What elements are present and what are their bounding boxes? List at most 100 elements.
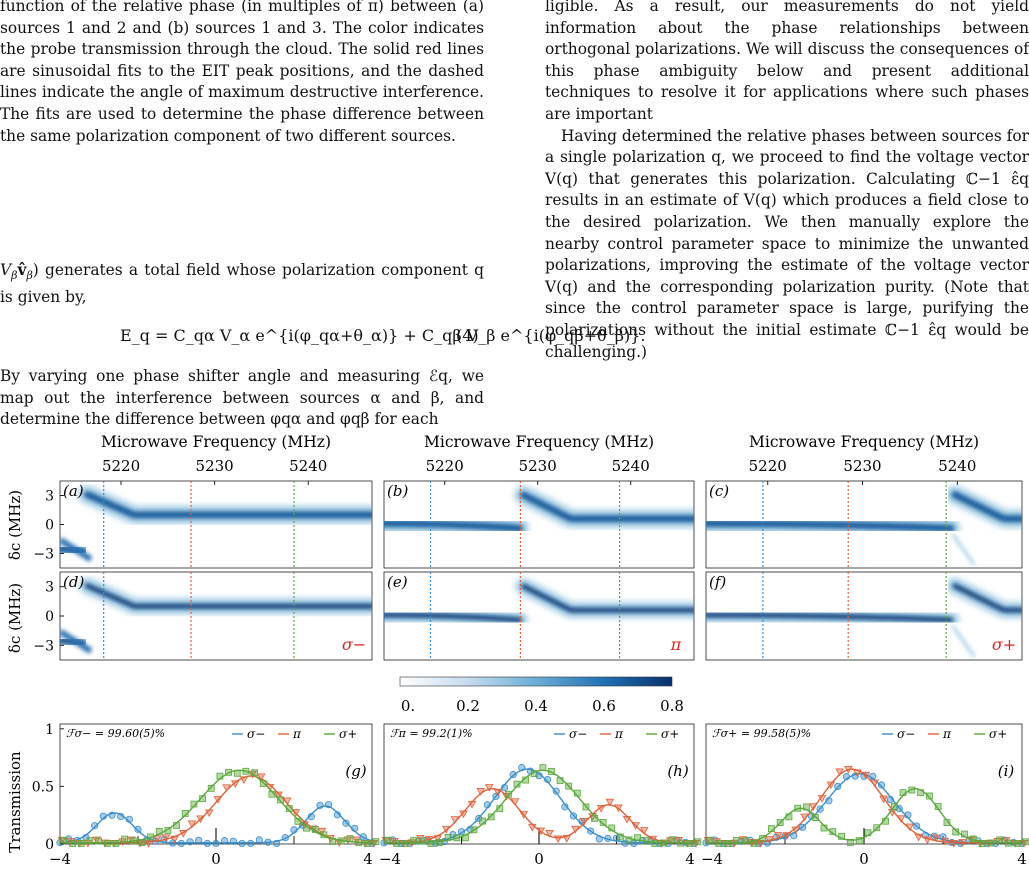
data-point — [826, 781, 836, 790]
data-point — [677, 839, 685, 847]
data-point — [923, 836, 932, 845]
data-point — [112, 839, 120, 847]
data-point — [579, 817, 589, 826]
data-point — [873, 824, 881, 832]
data-point — [604, 834, 612, 843]
transmission-ylabel: Transmission — [6, 751, 24, 853]
data-point — [467, 800, 477, 809]
data-point — [222, 784, 231, 792]
data-point — [108, 811, 116, 819]
data-point — [569, 812, 578, 820]
eit-band — [706, 612, 954, 623]
data-point — [196, 815, 205, 824]
symbol-v: V — [0, 261, 12, 279]
fit-curve-π — [706, 768, 1022, 844]
data-point — [1022, 838, 1029, 846]
panel-label: (h) — [667, 762, 689, 780]
fidelity-label: ℱπ = 99.2(1)% — [390, 727, 473, 740]
data-point — [587, 827, 595, 835]
data-point — [268, 790, 276, 798]
data-point — [756, 840, 765, 848]
x-tick: 4 — [363, 850, 373, 868]
data-point — [759, 835, 767, 842]
data-point — [715, 840, 723, 847]
data-point — [855, 837, 863, 844]
data-point — [528, 823, 537, 832]
data-point — [608, 824, 616, 832]
data-point — [484, 784, 494, 792]
data-point — [987, 839, 995, 847]
data-point — [470, 826, 478, 834]
y-tick: 0.5 — [32, 779, 54, 795]
data-point — [518, 764, 526, 772]
data-point — [809, 803, 818, 811]
data-point — [229, 837, 237, 845]
data-point — [401, 840, 409, 847]
eit-band-secondary — [60, 629, 93, 654]
data-point — [103, 840, 111, 847]
y-tick: 1 — [45, 722, 54, 738]
data-point — [820, 824, 828, 832]
data-point — [247, 839, 255, 848]
data-point — [548, 768, 555, 775]
data-point — [475, 814, 483, 823]
eit-band — [384, 612, 523, 623]
x-tick: −4 — [379, 850, 401, 868]
data-point — [838, 832, 846, 840]
data-point — [255, 836, 263, 844]
data-point — [510, 798, 520, 806]
data-point — [207, 784, 215, 792]
legend-entry: σ− — [569, 727, 587, 741]
data-point — [99, 812, 107, 820]
data-point — [869, 772, 877, 780]
left-column-2: By varying one phase shifter angle and m… — [0, 366, 484, 431]
data-point — [282, 797, 292, 806]
data-point — [782, 832, 792, 840]
data-point — [565, 782, 573, 790]
data-point — [614, 804, 623, 813]
data-point — [949, 840, 959, 848]
colorbar-tick: 0.6 — [592, 697, 616, 715]
data-point — [281, 834, 289, 842]
data-point — [917, 789, 925, 797]
data-point — [803, 803, 810, 811]
data-point — [958, 839, 967, 847]
data-point — [978, 840, 986, 847]
data-point — [238, 839, 246, 848]
data-point — [732, 837, 740, 844]
panel-label: (e) — [387, 573, 408, 591]
plot-frame — [705, 723, 1023, 845]
equation-4: E_q = C_qα V_α e^{i(φ_qα+θ_α)} + C_qβ V_… — [120, 326, 646, 345]
data-point — [993, 837, 1002, 846]
colorbar — [399, 676, 673, 687]
data-point — [605, 798, 615, 807]
left-column: Vβv̂β) generates a total field whose pol… — [0, 260, 484, 308]
top-axis-tick: 5240 — [612, 457, 650, 475]
data-point — [343, 836, 353, 845]
data-point — [178, 830, 188, 838]
data-point — [384, 836, 392, 844]
data-point — [264, 838, 272, 846]
data-point — [337, 837, 345, 845]
data-point — [835, 768, 844, 777]
data-point — [553, 835, 563, 844]
data-point — [573, 789, 581, 797]
data-point — [203, 839, 211, 848]
data-point — [307, 812, 315, 821]
data-point — [450, 816, 460, 824]
heatmap-top-0: 3 0 −3 (a) — [33, 480, 373, 569]
heatmap-bottom-0: 3 0 −3 (d) σ− — [33, 571, 373, 661]
data-point — [552, 787, 560, 795]
data-point — [829, 828, 837, 836]
data-point — [126, 836, 136, 845]
data-point — [879, 795, 888, 804]
data-point — [436, 839, 443, 846]
data-point — [750, 839, 758, 847]
colorbar-tick: 0.2 — [456, 697, 480, 715]
data-point — [121, 835, 128, 843]
data-point — [173, 822, 180, 829]
data-point — [177, 839, 185, 848]
data-point — [433, 835, 442, 843]
